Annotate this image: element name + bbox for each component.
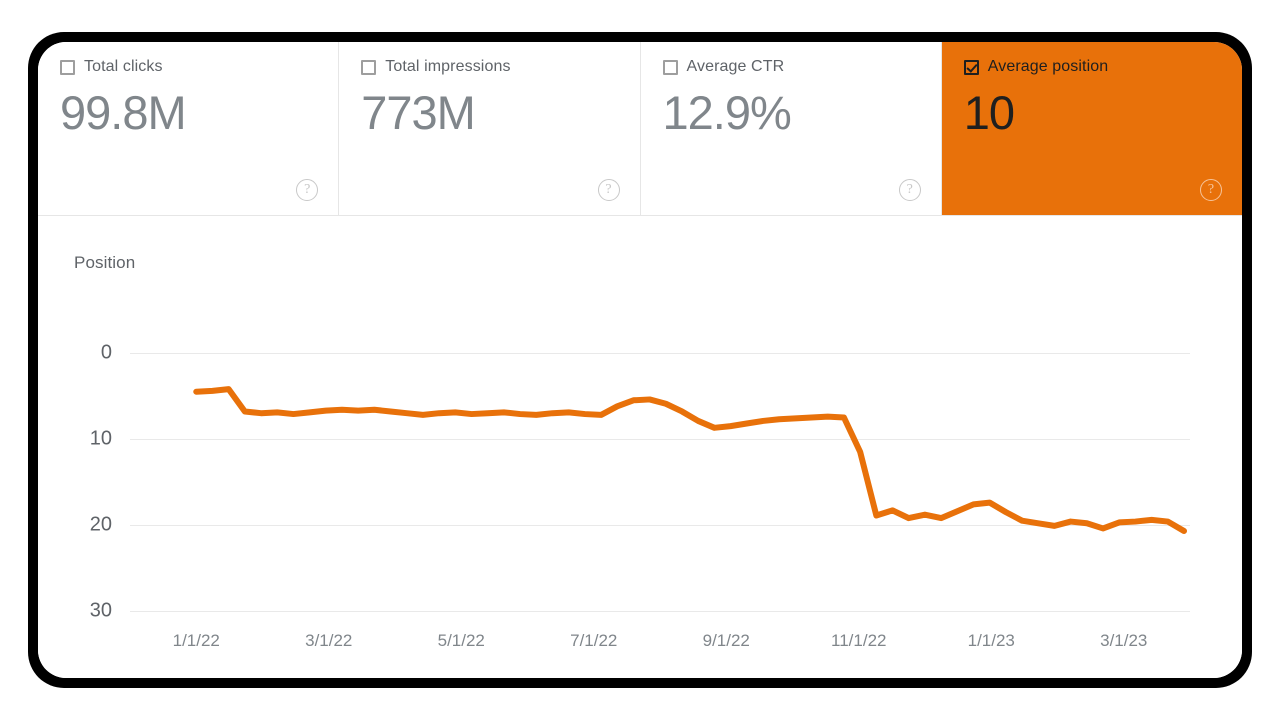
y-axis-tick: 10 bbox=[89, 427, 112, 450]
chart-series-layer bbox=[193, 386, 1187, 535]
metric-card-total-clicks[interactable]: Total clicks 99.8M ? bbox=[38, 42, 340, 215]
metric-label-total-impressions: Total impressions bbox=[385, 58, 511, 75]
x-axis-tick: 7/1/22 bbox=[570, 631, 618, 650]
checkbox-average-ctr[interactable] bbox=[662, 59, 678, 75]
gridline bbox=[130, 439, 1190, 440]
metric-label-average-ctr: Average CTR bbox=[686, 58, 785, 75]
help-icon-total-impressions[interactable]: ? bbox=[597, 179, 620, 201]
metric-head: Total impressions bbox=[361, 56, 617, 78]
metric-value-total-clicks: 99.8M bbox=[60, 86, 187, 139]
gridline bbox=[130, 525, 1190, 526]
chart-line-average-position bbox=[193, 386, 1187, 535]
line-chart-plot[interactable]: 0 10 20 30 1/1/22 3/1/22 5/1/22 7/1/22 9/1/22 11/… bbox=[38, 217, 1242, 678]
help-icon-total-clicks[interactable]: ? bbox=[296, 179, 319, 201]
x-axis-tick: 1/1/23 bbox=[967, 631, 1015, 650]
x-axis-tick: 9/1/22 bbox=[702, 631, 750, 650]
chart-panel: Position 0 10 20 30 1/1/22 3/1/22 5/1/22 7/1/22… bbox=[38, 217, 1242, 678]
x-axis-tick: 11/1/22 bbox=[831, 631, 887, 650]
checkbox-total-clicks[interactable] bbox=[60, 59, 75, 75]
help-icon-average-ctr[interactable]: ? bbox=[898, 179, 921, 201]
metric-label-average-position: Average position bbox=[987, 58, 1109, 75]
screen: Total clicks 99.8M ? Total impressions 7… bbox=[38, 42, 1242, 678]
metric-value-total-impressions: 773M bbox=[361, 86, 476, 139]
metric-value-average-position: 10 bbox=[963, 86, 1015, 139]
x-axis-tick: 3/1/22 bbox=[305, 631, 353, 650]
metric-card-average-position[interactable]: Average position 10 ? bbox=[941, 42, 1242, 215]
x-axis-tick: 3/1/23 bbox=[1100, 631, 1148, 650]
metric-label-total-clicks: Total clicks bbox=[84, 58, 163, 75]
metric-cards-row: Total clicks 99.8M ? Total impressions 7… bbox=[38, 42, 1242, 216]
chart-y-axis-title: Position bbox=[74, 253, 136, 272]
checkbox-total-impressions[interactable] bbox=[361, 59, 377, 75]
y-axis-tick: 0 bbox=[100, 341, 112, 364]
metric-head: Average CTR bbox=[662, 56, 919, 78]
help-icon-average-position[interactable]: ? bbox=[1200, 179, 1222, 201]
gridline bbox=[130, 353, 1190, 354]
checkbox-average-position[interactable] bbox=[963, 59, 979, 75]
x-axis-tick: 1/1/22 bbox=[172, 631, 220, 650]
metric-card-average-ctr[interactable]: Average CTR 12.9% ? bbox=[640, 42, 942, 215]
x-axis-tick: 5/1/22 bbox=[437, 631, 485, 650]
metric-head: Total clicks bbox=[60, 56, 316, 78]
y-axis-tick: 30 bbox=[89, 599, 112, 622]
metric-card-total-impressions[interactable]: Total impressions 773M ? bbox=[339, 42, 641, 215]
y-axis-tick: 20 bbox=[89, 513, 112, 536]
metric-head: Average position bbox=[963, 56, 1220, 78]
gridline bbox=[130, 611, 1190, 612]
metric-value-average-ctr: 12.9% bbox=[662, 86, 792, 139]
